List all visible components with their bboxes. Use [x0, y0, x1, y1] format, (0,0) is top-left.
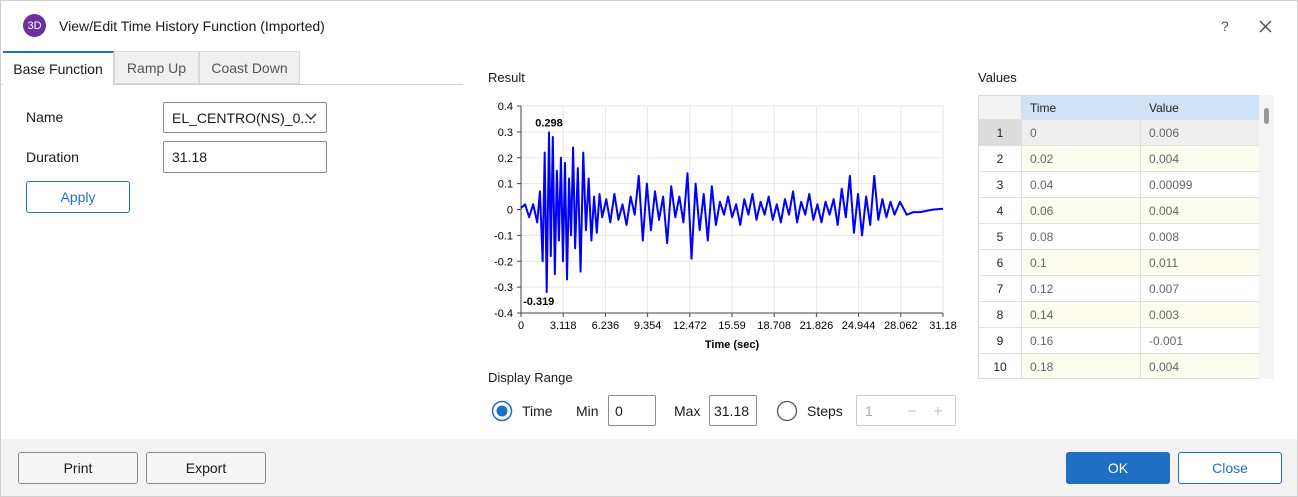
spinner-icons	[908, 407, 942, 415]
steps-radio-label: Steps	[807, 403, 843, 419]
steps-value: 1	[865, 402, 873, 419]
table-cell: 0.1	[1022, 250, 1141, 276]
x-tick-label: 21.826	[800, 320, 834, 332]
chevron	[305, 113, 317, 120]
name-label: Name	[26, 109, 64, 125]
min-label: Min	[576, 403, 599, 419]
x-tick-label: 31.18	[929, 320, 957, 332]
table-cell: 0.02	[1022, 146, 1141, 172]
table-cell: 0.007	[1141, 276, 1260, 302]
table-cell: 0.011	[1141, 250, 1260, 276]
max-input[interactable]: 31.18	[709, 395, 757, 426]
row-number: 8	[979, 302, 1022, 328]
peak-label: 0.298	[535, 117, 563, 129]
signal-line	[520, 131, 944, 294]
x-tick-label: 3.118	[550, 320, 577, 332]
tab-strip	[1, 51, 463, 85]
peak-label: -0.319	[523, 296, 554, 308]
close-button[interactable]: Close	[1178, 452, 1282, 484]
table-cell: 0.004	[1141, 198, 1260, 224]
table-cell: 0.003	[1141, 302, 1260, 328]
time-radio-label: Time	[522, 403, 553, 419]
table-cell: 0.006	[1141, 120, 1260, 146]
name-select[interactable]: EL_CENTRO(NS)_0....	[163, 102, 327, 133]
row-number: 5	[979, 224, 1022, 250]
apply-button[interactable]: Apply	[26, 181, 130, 213]
table-cell: 0.00099	[1141, 172, 1260, 198]
row-number: 1	[979, 120, 1022, 146]
table-cell: 0.04	[1022, 172, 1141, 198]
print-button[interactable]: Print	[18, 452, 138, 484]
max-value: 31.18	[714, 402, 750, 419]
scroll-thumb[interactable]	[1264, 108, 1269, 124]
tab[interactable]: Ramp Up	[114, 51, 199, 84]
display-range-label: Display Range	[488, 370, 573, 385]
table-cell: 0.14	[1022, 302, 1141, 328]
row-number: 9	[979, 328, 1022, 354]
x-tick-label: 12.472	[673, 320, 707, 332]
column-header: Value	[1141, 96, 1260, 120]
table-cell: 0.004	[1141, 146, 1260, 172]
x-tick-label: 9.354	[634, 320, 662, 332]
y-tick-label: 0.1	[498, 179, 513, 191]
x-tick-label: 6.236	[592, 320, 620, 332]
close-icon[interactable]	[1259, 20, 1272, 33]
y-tick-label: -0.3	[494, 282, 513, 294]
duration-value: 31.18	[172, 149, 208, 165]
row-number: 3	[979, 172, 1022, 198]
export-button[interactable]: Export	[146, 452, 266, 484]
row-number: 4	[979, 198, 1022, 224]
values-table: Time Value 1 0 0.006 2 0.02 0.004 3 0.04 0.00099 4 0…	[978, 95, 1274, 379]
radio-checked[interactable]	[491, 400, 513, 422]
row-number: 7	[979, 276, 1022, 302]
tab-active[interactable]: Base Function	[3, 51, 114, 85]
y-tick-label: 0.2	[498, 153, 513, 165]
name-value: EL_CENTRO(NS)_0....	[172, 109, 316, 126]
header-corner	[979, 96, 1022, 120]
duration-label: Duration	[26, 149, 79, 165]
x-tick-label: 18.708	[757, 320, 791, 332]
help-button[interactable]: ?	[1221, 18, 1229, 34]
x-tick-label: 15.59	[718, 320, 746, 332]
values-label: Values	[978, 70, 1017, 85]
row-number: 10	[979, 354, 1022, 378]
y-tick-label: 0.3	[498, 127, 513, 139]
duration-input[interactable]: 31.18	[163, 141, 327, 173]
dialog-title: View/Edit Time History Function (Importe…	[59, 18, 325, 34]
y-tick-label: -0.1	[494, 230, 513, 242]
table-cell: 0.18	[1022, 354, 1141, 378]
row-number: 6	[979, 250, 1022, 276]
table-cell: 0.06	[1022, 198, 1141, 224]
column-header: Time	[1022, 96, 1141, 120]
x-tick-label: 0	[518, 320, 524, 332]
chart: -0.4 -0.3 -0.2 -0.1 0 0.1 0.2 0.3 0.4 0 3.118 6.236…	[494, 101, 957, 351]
table-cell: 0.08	[1022, 224, 1141, 250]
table-cell: 0.004	[1141, 354, 1260, 378]
app-icon: 3D	[23, 14, 46, 37]
table-cell: 0.12	[1022, 276, 1141, 302]
steps-spinner[interactable]: 1	[856, 395, 956, 426]
row-number: 2	[979, 146, 1022, 172]
y-tick-label: 0	[507, 205, 513, 217]
max-label: Max	[674, 403, 701, 419]
x-tick-label: 28.062	[884, 320, 918, 332]
x-axis-title: Time (sec)	[705, 339, 760, 351]
table-cell: 0.008	[1141, 224, 1260, 250]
table-cell: -0.001	[1141, 328, 1260, 354]
ok-button[interactable]: OK	[1066, 452, 1170, 484]
table-cell: 0	[1022, 120, 1141, 146]
min-input[interactable]: 0	[608, 395, 656, 426]
y-tick-label: 0.4	[498, 101, 513, 113]
result-label: Result	[488, 70, 525, 85]
scrollbar[interactable]	[1259, 95, 1274, 379]
y-tick-label: -0.4	[494, 308, 513, 320]
table-cell: 0.16	[1022, 328, 1141, 354]
tab[interactable]: Coast Down	[199, 51, 300, 84]
x-tick-label: 24.944	[842, 320, 876, 332]
radio-unchecked[interactable]	[776, 400, 798, 422]
min-value: 0	[615, 402, 623, 419]
y-tick-label: -0.2	[494, 256, 513, 268]
